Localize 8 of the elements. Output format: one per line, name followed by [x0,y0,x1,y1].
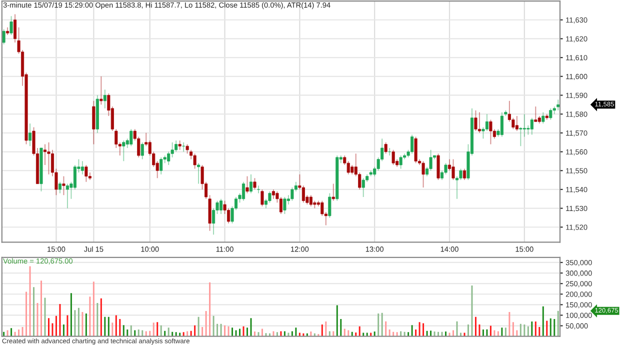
candlestick [369,170,372,177]
candlestick [552,106,556,115]
candlestick [256,185,260,194]
candlestick [504,110,508,116]
candlestick [6,26,10,36]
candlestick [538,115,541,124]
candlestick [313,200,316,209]
candlestick [545,114,548,120]
